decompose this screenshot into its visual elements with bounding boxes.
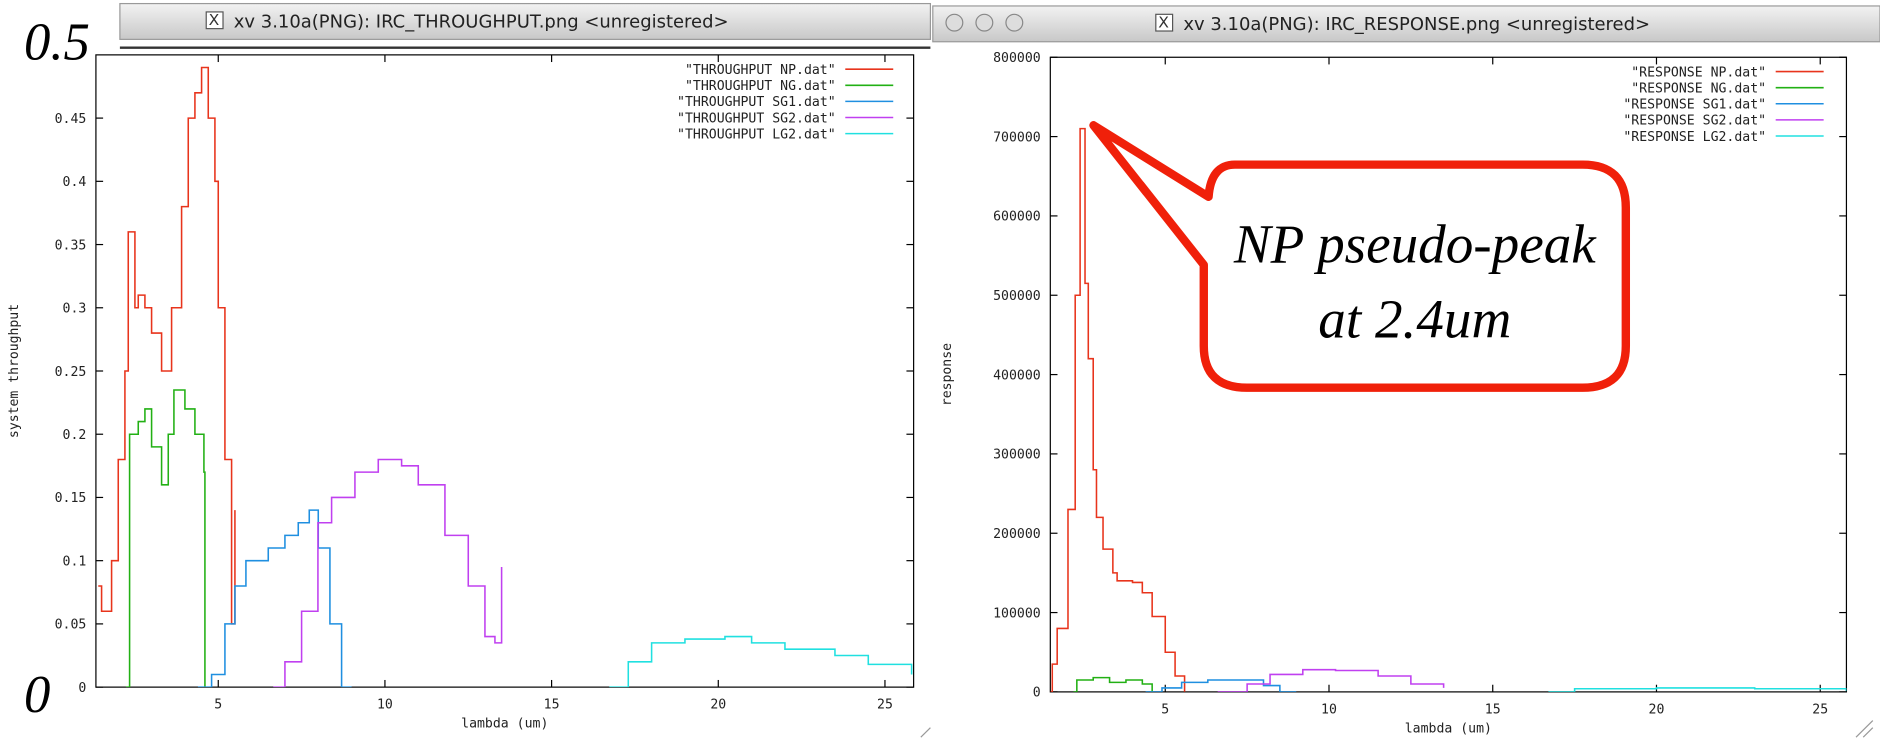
minimize-button[interactable] (975, 13, 994, 32)
y-tick-label: 0.3 (63, 302, 87, 317)
chart-right: 0 100000 200000 300000 400000 500000 600000 700… (940, 51, 1848, 736)
data-line (1073, 676, 1153, 692)
x-icon (205, 11, 224, 30)
window-left: X xv 3.10a(PNG): IRC_THROUGHPUT.png <unr… (119, 2, 932, 49)
resize-grip[interactable] (1855, 720, 1874, 738)
y-tick-label: 0 (78, 681, 86, 696)
y-tick-label: 0.2 (63, 428, 87, 443)
x-icon-glyph: X (209, 11, 220, 29)
data-line (1145, 679, 1297, 692)
x-tick-label: 20 (710, 698, 726, 713)
close-button[interactable] (945, 13, 964, 32)
annotation: 0 (24, 666, 50, 724)
x-icon (1155, 13, 1174, 32)
y-tick-label: 0 (1033, 686, 1041, 701)
y-tick-label: 800000 (993, 51, 1041, 66)
legend-label: "THROUGHPUT NP.dat" (685, 63, 836, 78)
y-tick-label: 700000 (993, 130, 1041, 145)
y-tick-label: 0.35 (55, 238, 87, 253)
title-bar (932, 5, 1880, 43)
x-tick-label: 10 (1321, 702, 1337, 717)
x-tick-label: 10 (377, 698, 393, 713)
window-title: xv 3.10a(PNG): IRC_THROUGHPUT.png <unreg… (234, 11, 729, 32)
title-bar (119, 2, 932, 40)
y-axis-label: system throughput (7, 304, 22, 438)
data-line (273, 458, 503, 688)
x-axis-label: lambda (um) (461, 717, 548, 732)
legend-label: "RESPONSE NG.dat" (1631, 81, 1766, 96)
y-tick-label: 0.15 (55, 491, 87, 506)
y-tick-label: 600000 (993, 210, 1041, 225)
legend-label: "THROUGHPUT LG2.dat" (677, 127, 836, 142)
x-tick-label: 25 (877, 698, 893, 713)
y-tick-label: 0.05 (55, 618, 87, 633)
window-right: X xv 3.10a(PNG): IRC_RESPONSE.png <unreg… (920, 5, 1880, 738)
callout-text: at 2.4um (1318, 289, 1511, 350)
y-tick-label: 200000 (993, 527, 1041, 542)
data-line (1217, 668, 1445, 692)
annotation: 0.5 (24, 14, 90, 72)
legend-label: "RESPONSE SG1.dat" (1623, 98, 1766, 113)
data-line (609, 635, 913, 688)
x-tick-label: 20 (1649, 702, 1665, 717)
y-tick-label: 0.45 (55, 112, 87, 127)
callout-bubble (1089, 121, 1631, 392)
x-tick-label: 5 (214, 698, 222, 713)
plot-frame (95, 54, 915, 688)
chart-left: 0 0.05 0.1 0.15 0.2 0.25 0.3 0.35 0.4 0.45 5 10 15 20… (7, 54, 915, 732)
x-tick-label: 5 (1161, 702, 1169, 717)
x-tick-label: 25 (1812, 702, 1828, 717)
y-tick-label: 400000 (993, 368, 1041, 383)
legend-label: "RESPONSE SG2.dat" (1623, 114, 1766, 129)
data-line (125, 389, 206, 688)
legend-label: "THROUGHPUT NG.dat" (685, 79, 836, 94)
zoom-button[interactable] (1005, 13, 1024, 32)
x-icon-glyph: X (1158, 13, 1169, 31)
legend-label: "THROUGHPUT SG1.dat" (677, 95, 836, 110)
data-line (197, 509, 352, 688)
y-tick-label: 0.25 (55, 365, 87, 380)
y-tick-label: 0.1 (63, 554, 87, 569)
data-line (98, 66, 236, 625)
y-tick-label: 500000 (993, 289, 1041, 304)
legend-label: "RESPONSE LG2.dat" (1623, 130, 1766, 145)
y-axis-label: response (940, 343, 955, 406)
x-tick-label: 15 (1485, 702, 1501, 717)
data-line (1548, 687, 1847, 692)
y-tick-label: 0.4 (63, 175, 87, 190)
y-tick-label: 300000 (993, 448, 1041, 463)
callout: NP pseudo-peak at 2.4um (1089, 121, 1631, 392)
x-tick-label: 15 (544, 698, 560, 713)
x-axis-label: lambda (um) (1405, 721, 1492, 736)
callout-text: NP pseudo-peak (1233, 214, 1597, 275)
data-line (1050, 127, 1186, 692)
legend-label: "THROUGHPUT SG2.dat" (677, 111, 836, 126)
resize-grip[interactable] (920, 727, 931, 738)
y-tick-label: 100000 (993, 606, 1041, 621)
legend-label: "RESPONSE NP.dat" (1631, 65, 1766, 80)
window-title: xv 3.10a(PNG): IRC_RESPONSE.png <unregis… (1183, 14, 1650, 35)
